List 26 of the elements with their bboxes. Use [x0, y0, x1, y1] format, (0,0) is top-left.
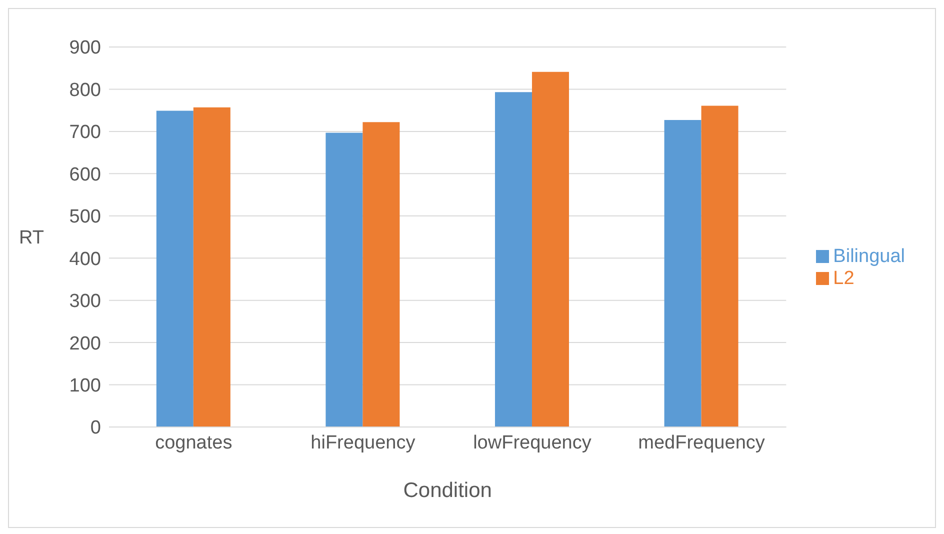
- bar: [701, 106, 738, 427]
- y-tick-label: 100: [69, 376, 101, 397]
- legend-label: L2: [833, 268, 854, 289]
- y-tick-label: 400: [69, 248, 101, 270]
- y-tick-label: 500: [69, 206, 101, 228]
- bar: [532, 72, 569, 427]
- bar: [193, 107, 230, 427]
- y-tick-label: 200: [69, 333, 101, 354]
- x-tick-label: hiFrequency: [310, 432, 416, 454]
- x-axis-title: Condition: [403, 479, 492, 502]
- y-tick-label: 600: [69, 164, 101, 186]
- bar: [362, 122, 400, 427]
- y-axis-title: RT: [19, 228, 44, 249]
- x-tick-label: cognates: [155, 432, 232, 454]
- y-tick-label: 300: [69, 291, 101, 312]
- y-tick-label: 0: [90, 418, 101, 439]
- y-tick-label: 900: [69, 38, 101, 59]
- bar: [664, 120, 702, 427]
- x-tick-label: lowFrequency: [473, 432, 592, 454]
- bar: [326, 132, 363, 427]
- legend-label: Bilingual: [833, 246, 905, 267]
- y-tick-label: 800: [69, 80, 101, 101]
- bar: [156, 110, 194, 427]
- bar: [494, 92, 532, 427]
- x-tick-label: medFrequency: [638, 432, 766, 454]
- y-tick-label: 700: [69, 122, 101, 144]
